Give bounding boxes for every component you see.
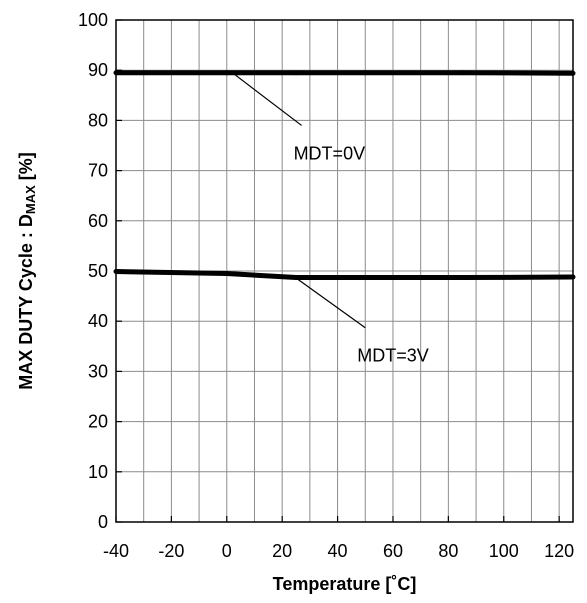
tick-layer: 0 10 20 30 40 50 60 70 80 90 100 -40 -20 0 20 40 60 80 100… <box>78 10 574 561</box>
x-axis-title: Temperature [˚C] <box>273 574 417 594</box>
grid-layer <box>116 20 573 522</box>
series-layer <box>113 70 576 281</box>
y-axis-title-prefix: MAX DUTY Cycle : D <box>16 214 36 390</box>
y-tick-label: 0 <box>98 512 108 532</box>
x-tick-label: -20 <box>158 541 184 561</box>
y-axis-title: MAX DUTY Cycle : DMAX [%] <box>16 152 38 390</box>
y-tick-label: 20 <box>88 412 108 432</box>
x-tick-label: 100 <box>489 541 519 561</box>
series-point <box>224 70 230 76</box>
x-tick-label: -40 <box>103 541 129 561</box>
y-tick-label: 100 <box>78 10 108 30</box>
y-tick-label: 80 <box>88 110 108 130</box>
series-point <box>459 70 465 76</box>
series-line-2 <box>115 269 574 281</box>
x-tick-label: 0 <box>222 541 232 561</box>
annotation-leader-2 <box>295 277 366 329</box>
x-tick-label: 40 <box>328 541 348 561</box>
y-tick-label: 30 <box>88 361 108 381</box>
x-tick-label: 20 <box>272 541 292 561</box>
series-point <box>459 275 465 281</box>
y-tick-label: 50 <box>88 261 108 281</box>
x-tick-label: 60 <box>383 541 403 561</box>
y-axis-title-suffix: [%] <box>16 152 36 185</box>
series-point <box>293 70 299 76</box>
y-tick-label: 40 <box>88 311 108 331</box>
y-tick-label: 10 <box>88 462 108 482</box>
series-point <box>362 275 368 281</box>
annotation-leader-1 <box>231 72 302 126</box>
y-axis-title-subscript: MAX <box>23 185 38 214</box>
y-tick-label: 60 <box>88 211 108 231</box>
annotation-label-1: MDT=0V <box>294 143 366 163</box>
y-tick-label: 90 <box>88 60 108 80</box>
y-tick-label: 70 <box>88 161 108 181</box>
x-tick-label: 80 <box>438 541 458 561</box>
series-point <box>224 271 230 277</box>
x-tick-label: 120 <box>544 541 574 561</box>
annotation-layer: MDT=0V MDT=3V <box>231 72 429 366</box>
series-point <box>362 70 368 76</box>
annotation-label-2: MDT=3V <box>357 346 429 366</box>
series-line-1 <box>116 70 574 76</box>
